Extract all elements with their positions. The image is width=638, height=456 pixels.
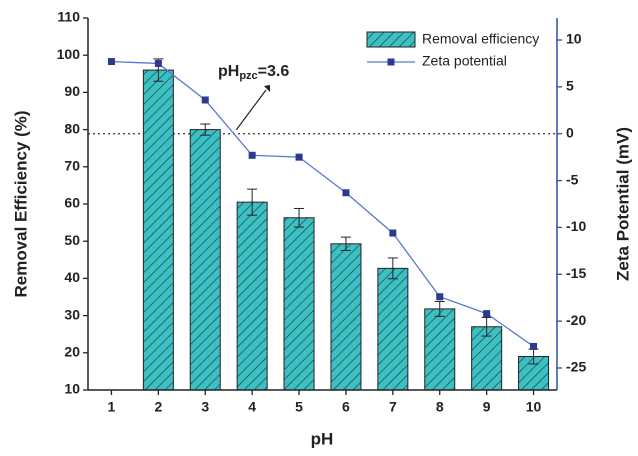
bar <box>283 217 315 391</box>
x-tick-label: 5 <box>295 399 303 415</box>
y2-tick-label: -25 <box>566 359 586 375</box>
legend-swatch <box>366 31 416 48</box>
y2-axis-title: Zeta Potential (mV) <box>613 127 632 281</box>
bar <box>424 308 456 391</box>
x-tick-label: 1 <box>108 399 116 415</box>
line <box>111 60 534 347</box>
y-tick-label: 30 <box>64 306 80 322</box>
bar <box>236 201 268 391</box>
bar <box>142 69 174 391</box>
error-bar <box>387 257 398 280</box>
y-tick-label: 110 <box>57 9 80 25</box>
y2-tick-label: 5 <box>566 78 574 94</box>
x-tick-label: 9 <box>483 399 491 415</box>
x-tick-label: 3 <box>201 399 209 415</box>
legend-label: Zeta potential <box>422 53 507 69</box>
marker <box>295 153 303 161</box>
marker <box>154 59 162 67</box>
marker <box>530 342 538 350</box>
y-tick-label: 40 <box>64 269 80 285</box>
error-bar <box>434 300 445 317</box>
x-tick-label: 8 <box>436 399 444 415</box>
error-bar <box>294 207 305 228</box>
y2-tick-label: -10 <box>566 218 586 234</box>
y2-tick-label: 0 <box>566 124 574 140</box>
x-tick-label: 4 <box>248 399 256 415</box>
marker <box>107 58 115 66</box>
marker <box>483 310 491 318</box>
y2-tick-label: -15 <box>566 265 586 281</box>
x-tick-label: 7 <box>389 399 397 415</box>
legend-label: Removal efficiency <box>422 31 539 47</box>
annotation-arrow <box>235 89 267 131</box>
legend-marker <box>387 58 395 66</box>
y-axis-title: Removal Efficiency (%) <box>11 110 30 297</box>
annotation: pHpzc=3.6 <box>218 63 289 82</box>
bar <box>471 326 503 391</box>
y-tick-label: 20 <box>64 344 80 360</box>
annotation-main: pH <box>218 63 239 80</box>
x-axis-title: pH <box>311 429 334 448</box>
y2-tick-label: 10 <box>566 31 582 47</box>
marker <box>389 229 397 237</box>
error-bar <box>200 123 211 136</box>
y-tick-label: 80 <box>64 120 80 136</box>
y-tick-label: 90 <box>64 83 80 99</box>
marker <box>342 189 350 197</box>
y-tick-label: 10 <box>64 381 80 397</box>
arrow-head <box>264 85 270 92</box>
y-tick-label: 70 <box>64 158 80 174</box>
y2-tick-label: -20 <box>566 312 586 328</box>
error-bar <box>340 236 351 251</box>
annotation-rest: =3.6 <box>258 63 290 80</box>
x-tick-label: 2 <box>154 399 162 415</box>
error-bar <box>481 316 492 337</box>
annotation-sub: pzc <box>239 70 257 82</box>
y2-tick-label: -5 <box>566 171 579 187</box>
bar <box>330 243 362 391</box>
marker <box>201 96 209 104</box>
bar <box>377 267 409 391</box>
marker <box>436 293 444 301</box>
y-tick-label: 50 <box>64 232 80 248</box>
x-tick-label: 6 <box>342 399 350 415</box>
error-bar <box>247 188 258 216</box>
marker <box>248 151 256 159</box>
bar <box>189 129 221 391</box>
x-tick-label: 10 <box>526 399 542 415</box>
y-tick-label: 100 <box>57 46 81 62</box>
y-tick-label: 60 <box>64 195 80 211</box>
